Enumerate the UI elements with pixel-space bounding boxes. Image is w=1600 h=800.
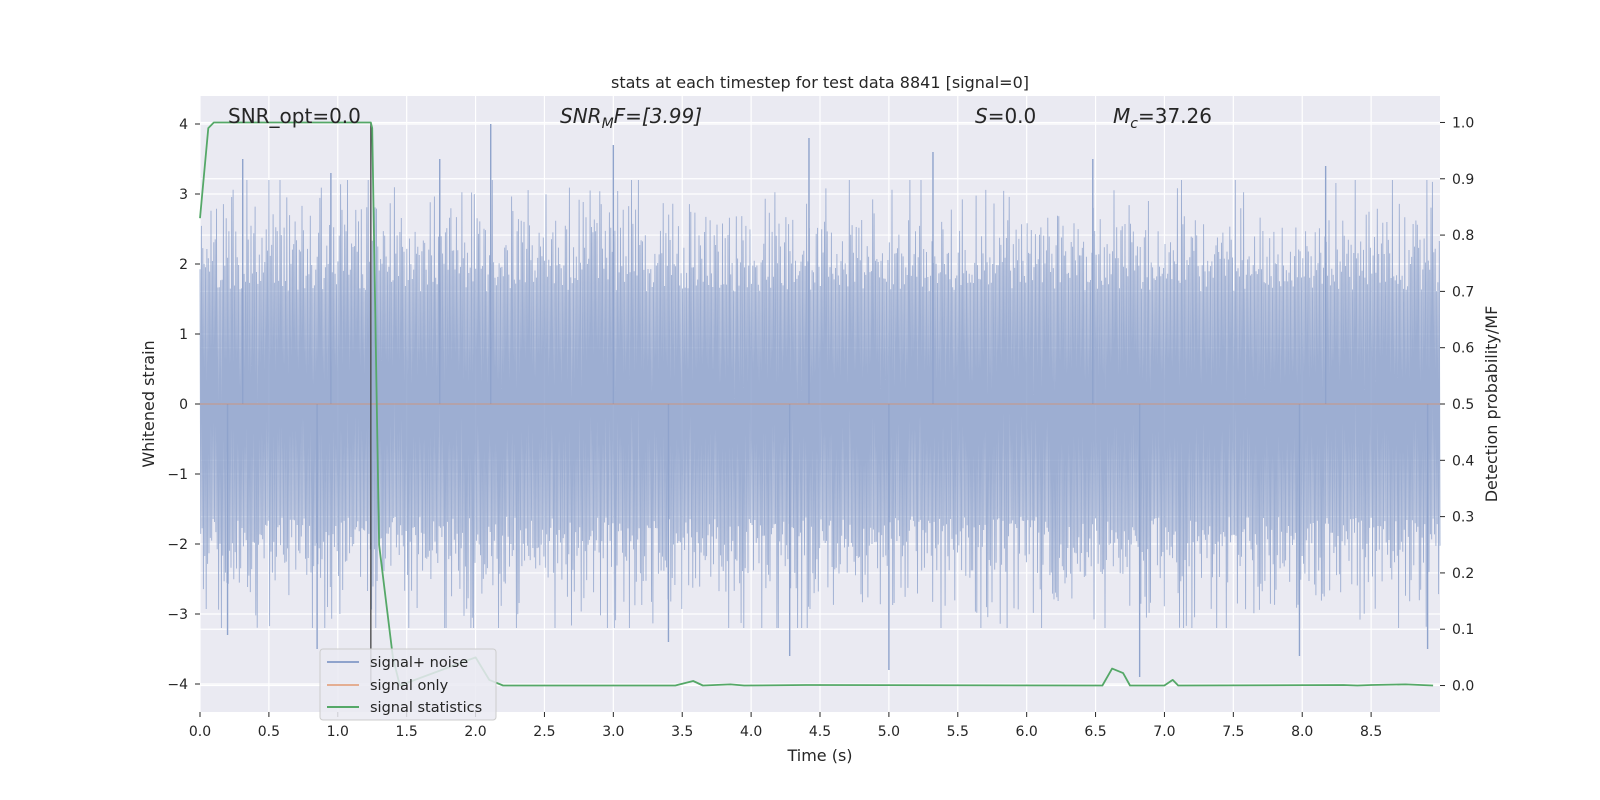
x-tick-label: 4.5: [809, 724, 831, 740]
annotation-mc: Mc=37.26: [1113, 104, 1212, 132]
x-tick-label: 8.0: [1291, 724, 1313, 740]
annotation-s: S=0.0: [975, 104, 1036, 128]
x-tick-label: 5.0: [878, 724, 900, 740]
y-tick-label-right: 0.2: [1452, 566, 1474, 582]
y-tick-label-right: 0.7: [1452, 284, 1474, 300]
x-tick-label: 3.5: [671, 724, 693, 740]
x-tick-label: 1.0: [327, 724, 349, 740]
y-tick-label-right: 0.8: [1452, 228, 1474, 244]
legend: signal+ noise signal only signal statist…: [319, 648, 497, 721]
x-tick-label: 7.5: [1222, 724, 1244, 740]
annotation-snr-opt: SNR_opt=0.0: [228, 104, 361, 128]
x-tick-label: 5.5: [947, 724, 969, 740]
annotation-snr-mf-sub: M: [602, 116, 614, 132]
y-tick-label-left: −3: [167, 607, 188, 623]
y-tick-label-right: 0.4: [1452, 453, 1474, 469]
y-tick-label-right: 0.6: [1452, 341, 1474, 357]
x-tick-label: 3.0: [602, 724, 624, 740]
x-tick-label: 2.5: [533, 724, 555, 740]
legend-label-signal-only: signal only: [370, 678, 449, 694]
annotation-snr-mf-prefix: SNR: [560, 104, 602, 128]
x-tick-label: 1.5: [396, 724, 418, 740]
x-tick-label: 0.0: [189, 724, 211, 740]
legend-box: [319, 648, 497, 721]
noise-series: [199, 124, 1441, 677]
y-tick-label-left: 3: [179, 187, 188, 203]
annotation-mc-suffix: =37.26: [1138, 104, 1212, 128]
y-tick-label-right: 1.0: [1452, 115, 1474, 131]
y-tick-label-right: 0.1: [1452, 622, 1474, 638]
series-signal-noise: [199, 179, 1441, 629]
series-signal-statistics: [199, 121, 1434, 687]
x-tick-label: 2.0: [464, 724, 486, 740]
annotation-mc-prefix: M: [1113, 104, 1130, 128]
legend-label-signal-noise: signal+ noise: [370, 655, 468, 671]
x-tick-label: 0.5: [258, 724, 280, 740]
annotation-snr-mf-suffix: F=[3.99]: [614, 104, 702, 128]
annotation-s-prefix: S: [975, 104, 988, 128]
x-axis-label: Time (s): [786, 746, 852, 765]
y-tick-label-right: 0.9: [1452, 172, 1474, 188]
overlay-series: [199, 121, 1440, 687]
x-tick-label: 6.5: [1084, 724, 1106, 740]
y-tick-label-left: −2: [167, 537, 188, 553]
y-axis-label-left: Whitened strain: [139, 340, 158, 467]
legend-label-signal-statistics: signal statistics: [370, 700, 482, 716]
annotation-mc-sub: c: [1130, 116, 1138, 132]
y-tick-label-left: 1: [179, 327, 188, 343]
x-tick-label: 7.0: [1153, 724, 1175, 740]
y-tick-label-right: 0.3: [1452, 510, 1474, 526]
y-axis-label-right: Detection probability/MF: [1482, 306, 1501, 503]
x-tick-label: 6.0: [1016, 724, 1038, 740]
x-tick-label: 4.0: [740, 724, 762, 740]
x-tick-label: 8.5: [1360, 724, 1382, 740]
annotation-snr-mf: SNRMF=[3.99]: [560, 104, 702, 132]
annotation-s-suffix: =0.0: [988, 104, 1037, 128]
ticks: 0.0 0.5 1.0 1.5 2.0 2.5 3.0 3.5 4.0 4.5 5.0 5.5 6.0 6…: [167, 115, 1474, 740]
y-tick-label-left: 2: [179, 257, 188, 273]
y-tick-label-right: 0.5: [1452, 397, 1474, 413]
y-tick-label-left: 4: [179, 117, 188, 133]
y-tick-label-left: 0: [179, 397, 188, 413]
y-tick-label-right: 0.0: [1452, 679, 1474, 695]
y-tick-label-left: −4: [167, 677, 188, 693]
chart-title: stats at each timestep for test data 884…: [611, 73, 1029, 92]
y-tick-label-left: −1: [167, 467, 188, 483]
